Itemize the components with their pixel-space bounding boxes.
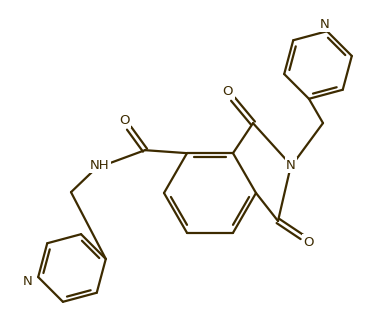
Text: O: O (223, 85, 233, 98)
Text: N: N (320, 18, 330, 31)
Text: N: N (286, 158, 296, 172)
Text: O: O (304, 236, 314, 249)
Text: O: O (119, 114, 129, 127)
Text: N: N (23, 275, 32, 287)
Text: NH: NH (90, 159, 110, 172)
